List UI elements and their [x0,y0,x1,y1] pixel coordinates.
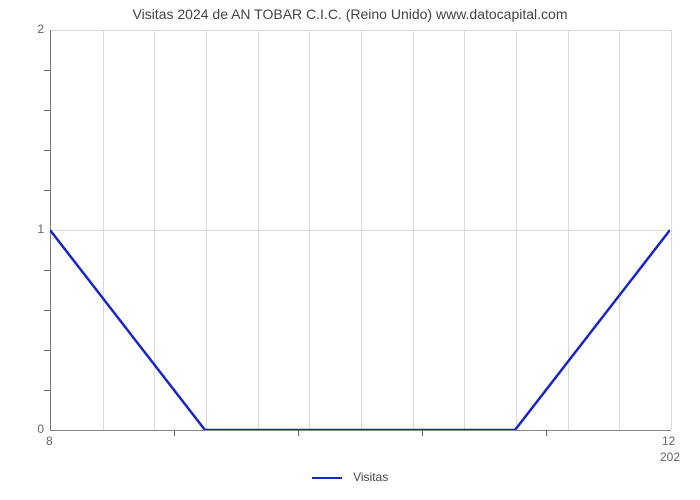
y-minor-tick [44,350,50,351]
y-axis-label: 1 [4,222,44,236]
x-axis-label-right: 12 [662,434,675,448]
x-axis-sublabel: 202 [660,450,680,464]
legend-swatch [312,477,342,479]
visitas-line [50,230,670,430]
y-minor-tick [44,110,50,111]
y-axis-label: 0 [4,422,44,436]
x-axis-label-left: 8 [46,434,53,448]
y-minor-tick [44,310,50,311]
y-minor-tick [44,150,50,151]
y-minor-tick [44,390,50,391]
x-minor-tick [422,430,423,436]
line-series [50,30,670,430]
y-minor-tick [44,190,50,191]
y-axis-label: 2 [4,22,44,36]
y-minor-tick [44,270,50,271]
vgrid-line [671,30,672,430]
x-minor-tick [298,430,299,436]
legend-label: Visitas [353,470,388,484]
legend: Visitas [0,470,700,484]
y-minor-tick [44,70,50,71]
chart-title: Visitas 2024 de AN TOBAR C.I.C. (Reino U… [0,6,700,22]
x-minor-tick [546,430,547,436]
x-minor-tick [174,430,175,436]
